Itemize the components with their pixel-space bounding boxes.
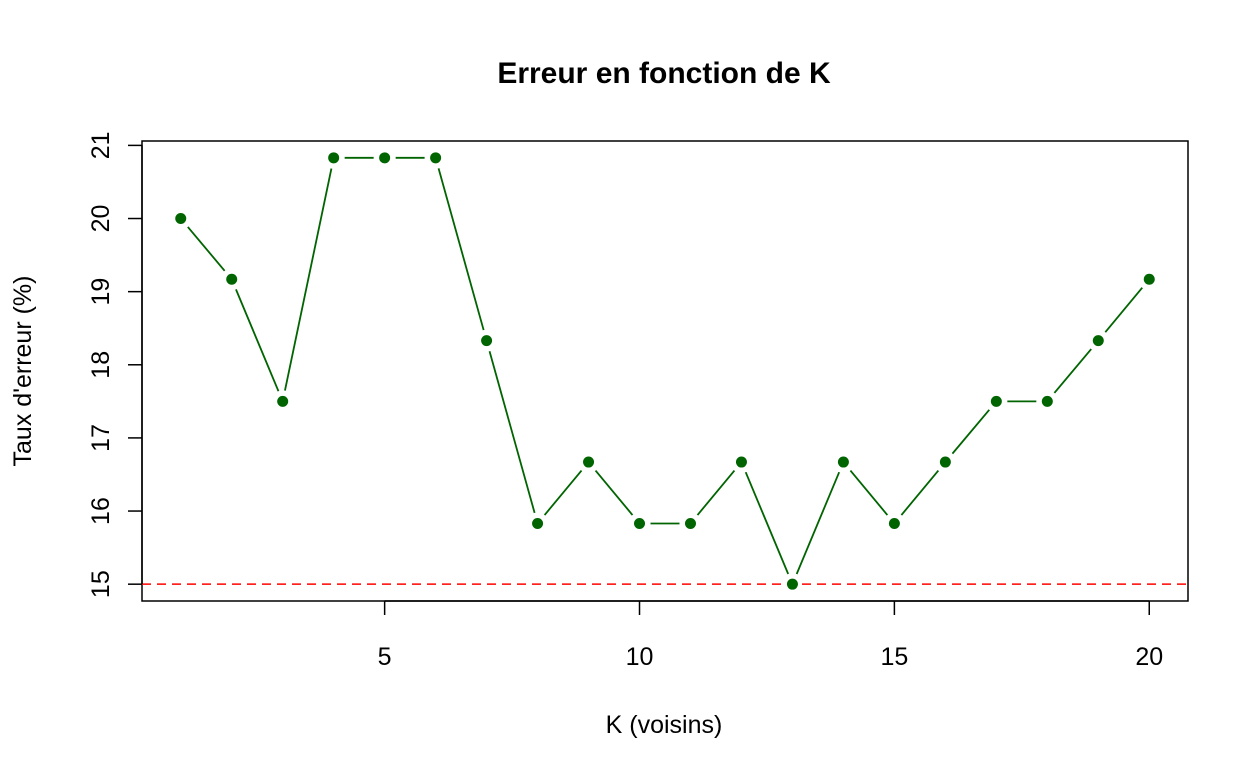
data-point	[583, 456, 595, 468]
series-segment	[235, 289, 280, 392]
data-point	[532, 517, 544, 529]
series-segment	[1053, 348, 1092, 394]
data-point	[1041, 395, 1053, 407]
y-tick-label: 15	[87, 570, 115, 598]
x-tick-label: 20	[1135, 643, 1163, 671]
x-tick-label: 15	[880, 643, 908, 671]
data-point	[939, 456, 951, 468]
series-segment	[696, 469, 736, 516]
y-tick-label: 20	[87, 205, 115, 233]
series-segment	[849, 469, 889, 516]
data-point	[328, 152, 340, 164]
y-tick-label: 17	[87, 424, 115, 452]
series-segment	[437, 168, 485, 331]
y-axis-label: Taux d'erreur (%)	[9, 276, 37, 467]
data-point	[634, 517, 646, 529]
chart-title: Erreur en fonction de K	[497, 57, 831, 90]
x-tick-label: 5	[378, 643, 392, 671]
y-tick-label: 18	[87, 351, 115, 379]
data-point	[735, 456, 747, 468]
data-point	[888, 517, 900, 529]
data-point	[786, 578, 798, 590]
y-axis: 15 16 17 18 19 20 21	[87, 131, 143, 598]
series-segment	[744, 471, 790, 575]
data-point	[379, 152, 391, 164]
series-layer	[175, 152, 1155, 590]
plot-frame	[141, 140, 1189, 602]
data-point	[990, 395, 1002, 407]
series-segment	[900, 469, 940, 516]
y-tick-label: 21	[87, 131, 115, 159]
y-tick-label: 16	[87, 497, 115, 525]
data-point	[226, 273, 238, 285]
series-segment	[488, 351, 536, 514]
data-point	[1143, 273, 1155, 285]
data-point	[277, 395, 289, 407]
data-point	[175, 213, 187, 225]
series-segment	[284, 168, 333, 391]
series-segment	[543, 469, 583, 516]
series-segment	[795, 471, 841, 575]
data-point	[481, 335, 493, 347]
data-point	[430, 152, 442, 164]
data-point	[837, 456, 849, 468]
series-segment	[594, 469, 634, 516]
x-axis: 5 10 15 20	[378, 600, 1163, 671]
series-segment	[951, 409, 990, 455]
series-segment	[187, 226, 226, 272]
y-tick-label: 19	[87, 278, 115, 306]
x-axis-label: K (voisins)	[606, 711, 723, 739]
data-point	[684, 517, 696, 529]
series-segment	[1104, 287, 1143, 333]
data-point	[1092, 335, 1104, 347]
x-tick-label: 10	[626, 643, 654, 671]
